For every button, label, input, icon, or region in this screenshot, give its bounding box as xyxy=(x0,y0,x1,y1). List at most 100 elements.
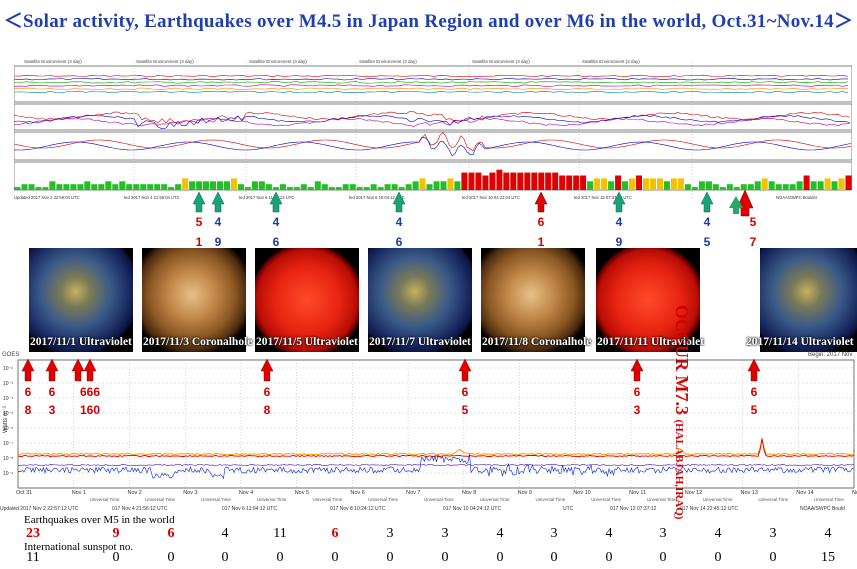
kp-bar xyxy=(244,187,251,190)
kp-bar xyxy=(803,175,810,190)
kp-bar xyxy=(35,187,42,190)
kp-bar xyxy=(203,181,209,190)
flux-line xyxy=(14,90,849,94)
japan-digit-top: 4 xyxy=(616,215,623,229)
japan-digit-top: 4 xyxy=(273,215,280,229)
kp-bar xyxy=(489,172,496,190)
kp-bar xyxy=(119,181,126,190)
kp-bar xyxy=(496,169,503,190)
japan-digit-top: 5 xyxy=(196,215,203,229)
kp-bar xyxy=(91,184,98,190)
ut-label: Universal Time xyxy=(703,497,733,502)
kp-bar xyxy=(238,184,244,190)
date-tick-label: Nov 11 xyxy=(629,490,646,496)
earthquake-count: 3 xyxy=(386,526,394,541)
date-tick-label: Nov 4 xyxy=(239,490,253,496)
kp-bar xyxy=(426,184,433,190)
world-digit-top: 6 xyxy=(462,385,469,399)
world-digit-top: 6 xyxy=(25,385,32,399)
bottom-updated-label: 017 Nov 6 11:04:12 UTC xyxy=(222,506,277,512)
kp-bar xyxy=(412,181,419,190)
japan-digit-top: 6 xyxy=(538,215,545,229)
top-updated-label: NOAA/SWPC Boulder xyxy=(776,195,818,200)
kp-bar xyxy=(719,187,726,190)
xray-long-line xyxy=(17,438,855,456)
green-arrow xyxy=(192,191,206,213)
kp-bar xyxy=(56,184,63,190)
ut-label: Universal Time xyxy=(90,497,120,502)
kp-bar xyxy=(433,181,440,190)
earthquake-count: 4 xyxy=(496,526,504,541)
kp-bar xyxy=(384,184,391,190)
date-tick-label: Nov xyxy=(852,490,857,496)
y-tick-label: 10⁻² xyxy=(3,366,13,372)
kp-bar xyxy=(349,184,356,190)
kp-bar xyxy=(440,181,447,190)
bottom-updated-label: Updated 2017 Nov 2 22:57:12 UTC xyxy=(0,506,79,512)
sun-caption: 2017/11/5 Ultraviolet xyxy=(256,336,358,348)
earthquake-count: 3 xyxy=(769,526,777,541)
satellite-environment-chart: Satellite Environment (3 day) Satellite E… xyxy=(14,59,852,200)
top-updated-label: ted 2017 Nov 6 11:04:12 UTC xyxy=(239,195,294,200)
sunspot-count: 0 xyxy=(659,550,667,565)
kp-bar xyxy=(210,181,216,190)
top-updated-label: ted 2017 Nov 8 10:04:12 UTC xyxy=(349,195,405,200)
kp-bar xyxy=(98,184,105,190)
kp-bar xyxy=(335,187,342,190)
kp-bar xyxy=(258,181,265,190)
kp-bar xyxy=(670,178,677,190)
kp-bar xyxy=(796,181,803,190)
kp-bar xyxy=(21,184,28,190)
sun-disk xyxy=(596,248,700,352)
bottom-updated-label: NOAA/SWPC Bould xyxy=(800,506,845,512)
kp-bar xyxy=(279,184,286,190)
kp-bar xyxy=(147,184,154,190)
kp-bar xyxy=(314,181,321,190)
kp-bar xyxy=(559,175,566,190)
kp-bar xyxy=(217,181,223,190)
earthquake-count: 3 xyxy=(550,526,558,541)
sunspot-count: 0 xyxy=(550,550,558,565)
world-digit-bottom: 8 xyxy=(25,403,32,417)
bottom-updated-label: 017 Nov 10 04:24:12 UTC xyxy=(443,506,501,512)
kp-bar xyxy=(419,178,426,190)
sun-caption: 2017/11/3 Coronalhole xyxy=(143,336,253,348)
world-digit-bottom: 3 xyxy=(634,403,641,417)
kp-bar xyxy=(28,184,35,190)
kp-bar xyxy=(650,178,656,190)
kp-bar xyxy=(475,172,482,190)
sun-image: 2017/11/7 Ultraviolet xyxy=(368,248,472,352)
kp-bar xyxy=(691,187,698,190)
date-tick-label: Nov 7 xyxy=(406,490,420,496)
kp-bar xyxy=(615,175,622,190)
kp-bar xyxy=(77,184,84,190)
kp-bar xyxy=(545,172,552,190)
ut-label: Universal Time xyxy=(758,497,788,502)
sunspot-row-label: International sunspot no. xyxy=(24,541,134,553)
ut-label: Universal Time xyxy=(313,497,343,502)
y-tick-label: 10⁻⁵ xyxy=(3,411,13,417)
sun-disk xyxy=(142,248,246,352)
goes-label: GOES xyxy=(2,352,19,358)
sun-image: 2017/11/5 Ultraviolet xyxy=(255,248,359,352)
kp-bar xyxy=(838,178,845,190)
world-digit-top: 6 xyxy=(634,385,641,399)
kp-bar xyxy=(517,172,524,190)
magnetometer-line xyxy=(14,136,852,157)
sun-disk xyxy=(29,248,133,352)
red-arrow xyxy=(260,358,274,382)
kp-bar xyxy=(726,184,733,190)
y-tick-label: 10⁻⁹ xyxy=(3,471,13,477)
sun-disk xyxy=(255,248,359,352)
kp-bar xyxy=(608,181,615,190)
top-updated-label: Updated 2017 Nov 2 22:59:04 UTC xyxy=(14,195,80,200)
kp-bar xyxy=(657,178,663,190)
ut-label: Universal Time xyxy=(591,497,621,502)
sunspot-count: 0 xyxy=(386,550,394,565)
y-axis-label: Watts m⁻² xyxy=(3,406,9,433)
green-arrow xyxy=(392,191,406,213)
kp-bar xyxy=(698,181,705,190)
earthquake-count: 9 xyxy=(112,526,120,541)
sunspot-count: 0 xyxy=(496,550,504,565)
